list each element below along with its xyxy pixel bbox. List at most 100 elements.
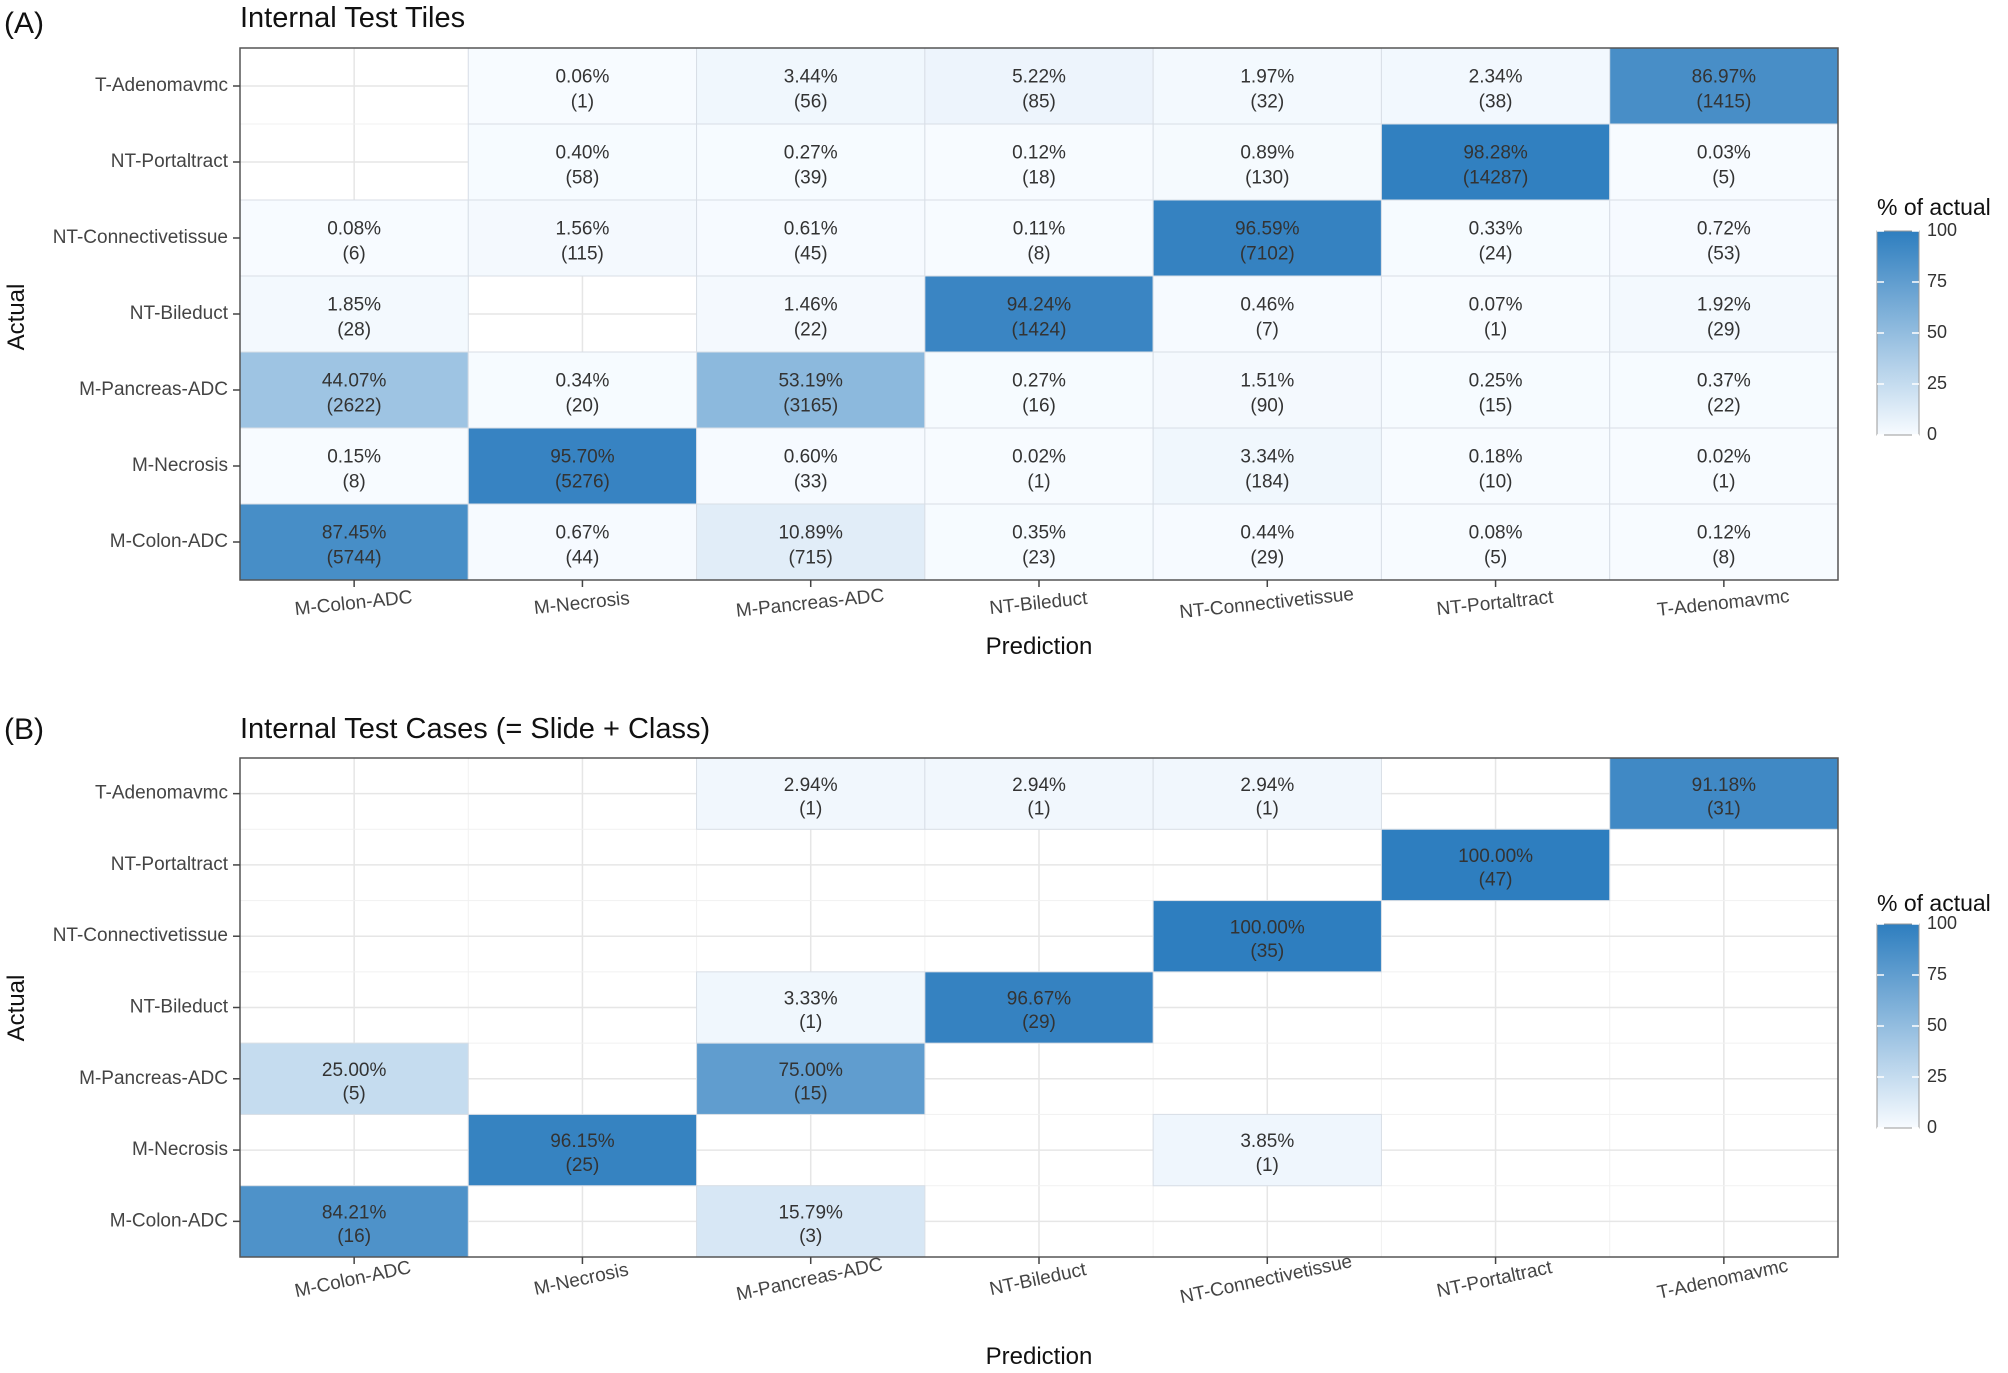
heatmap-cell xyxy=(1609,427,1839,505)
legend-tick-label: 75 xyxy=(1927,964,1947,984)
cell-percent-label: 0.67% xyxy=(555,523,609,544)
heatmap-cell xyxy=(696,971,926,1044)
cell-count-label: (29) xyxy=(1250,548,1284,569)
y-tick-label: M-Colon-ADC xyxy=(110,531,228,552)
cell-count-label: (14287) xyxy=(1463,168,1529,189)
cell-count-label: (5) xyxy=(343,1083,366,1104)
x-tick-label: T-Adenomavmc xyxy=(1655,1256,1790,1304)
panel-a-ylabel: Actual xyxy=(3,284,30,351)
y-tick-label: NT-Bileduct xyxy=(130,303,229,324)
cell-percent-label: 1.56% xyxy=(555,219,609,240)
cell-percent-label: 25.00% xyxy=(322,1060,387,1081)
cell-count-label: (8) xyxy=(1712,548,1735,569)
cell-percent-label: 44.07% xyxy=(322,371,387,392)
heatmap-cell xyxy=(1609,503,1839,581)
y-tick-label: T-Adenomavmc xyxy=(95,75,228,96)
cell-count-label: (44) xyxy=(566,548,600,569)
panel-a-title: Internal Test Tiles xyxy=(240,2,465,34)
cell-percent-label: 0.40% xyxy=(555,143,609,164)
heatmap-cell xyxy=(1609,123,1839,201)
panel-a-xlabel: Prediction xyxy=(986,633,1093,660)
x-tick-label: M-Colon-ADC xyxy=(293,1257,413,1302)
x-tick-label: NT-Connectivetissue xyxy=(1178,584,1355,623)
panel-b-label: (B) xyxy=(4,713,44,746)
cell-count-label: (35) xyxy=(1250,941,1284,962)
heatmap-cell xyxy=(239,275,469,353)
cell-count-label: (24) xyxy=(1479,244,1513,265)
heatmap-cell xyxy=(696,199,926,277)
cell-percent-label: 0.07% xyxy=(1469,295,1523,316)
cell-count-label: (1415) xyxy=(1696,92,1751,113)
cell-percent-label: 0.33% xyxy=(1469,219,1523,240)
cell-percent-label: 0.25% xyxy=(1469,371,1523,392)
x-tick-label: M-Necrosis xyxy=(532,1259,630,1300)
heatmap-cell xyxy=(696,47,926,125)
cell-percent-label: 0.18% xyxy=(1469,447,1523,468)
legend-tick-label: 0 xyxy=(1927,1117,1937,1137)
cell-count-label: (5) xyxy=(1484,548,1507,569)
y-tick-label: NT-Connectivetissue xyxy=(53,925,228,946)
cell-count-label: (33) xyxy=(794,472,828,493)
legend-tick-label: 50 xyxy=(1927,1015,1947,1035)
heatmap-cell xyxy=(1152,503,1382,581)
cell-count-label: (16) xyxy=(1022,396,1056,417)
cell-count-label: (130) xyxy=(1245,168,1289,189)
cell-count-label: (6) xyxy=(343,244,366,265)
cell-percent-label: 96.67% xyxy=(1007,989,1072,1010)
legend-tick-label: 50 xyxy=(1927,322,1947,342)
x-tick-label: NT-Portaltract xyxy=(1436,587,1555,620)
cell-count-label: (115) xyxy=(561,244,604,265)
cell-percent-label: 15.79% xyxy=(778,1203,843,1224)
heatmap-cell xyxy=(1380,275,1611,353)
heatmap-cell xyxy=(467,199,698,277)
cell-count-label: (22) xyxy=(794,320,828,341)
cell-count-label: (1) xyxy=(1712,472,1735,493)
heatmap-cell xyxy=(239,199,469,277)
heatmap-cell xyxy=(924,427,1154,505)
cell-percent-label: 100.00% xyxy=(1458,846,1533,867)
cell-count-label: (58) xyxy=(566,168,600,189)
heatmap-cell xyxy=(467,47,698,125)
panel-b-title: Internal Test Cases (= Slide + Class) xyxy=(240,713,710,745)
y-tick-label: NT-Bileduct xyxy=(130,997,229,1018)
cell-percent-label: 2.94% xyxy=(1240,775,1294,796)
panel-a-heatmap: 0.06% (1) 3.44% (56) 5.22% (85) 1.97% (32) 2.34%… xyxy=(53,47,1957,623)
cell-count-label: (29) xyxy=(1022,1012,1056,1033)
cell-count-label: (31) xyxy=(1707,798,1741,819)
cell-count-label: (10) xyxy=(1479,472,1513,493)
heatmap-cell xyxy=(696,503,926,581)
x-tick-label: M-Pancreas-ADC xyxy=(735,1254,885,1305)
cell-percent-label: 0.06% xyxy=(555,67,609,88)
heatmap-cell xyxy=(1152,275,1382,353)
cell-percent-label: 3.34% xyxy=(1240,447,1294,468)
cell-percent-label: 100.00% xyxy=(1230,917,1305,938)
cell-percent-label: 0.37% xyxy=(1697,371,1751,392)
heatmap-cell xyxy=(467,351,698,429)
cell-percent-label: 0.08% xyxy=(1469,523,1523,544)
heatmap-cell xyxy=(1152,1113,1382,1187)
heatmap-cell xyxy=(1380,503,1611,581)
y-tick-label: M-Necrosis xyxy=(132,1139,228,1160)
heatmap-cell xyxy=(924,971,1154,1044)
cell-count-label: (90) xyxy=(1250,396,1284,417)
heatmap-cell xyxy=(1152,757,1382,830)
cell-count-label: (5) xyxy=(1712,168,1735,189)
heatmap-cell xyxy=(924,199,1154,277)
y-tick-label: M-Pancreas-ADC xyxy=(79,1068,228,1089)
panel-b-legend-title: % of actual xyxy=(1877,890,1991,916)
legend-tick-label: 25 xyxy=(1927,373,1947,393)
heatmap-cell xyxy=(1380,427,1611,505)
cell-count-label: (32) xyxy=(1250,92,1284,113)
y-tick-label: T-Adenomavmc xyxy=(95,783,228,804)
x-tick-label: NT-Portaltract xyxy=(1435,1257,1555,1302)
cell-count-label: (56) xyxy=(794,92,828,113)
x-tick-label: T-Adenomavmc xyxy=(1656,586,1791,621)
cell-percent-label: 1.97% xyxy=(1240,67,1294,88)
heatmap-cell xyxy=(1380,199,1611,277)
x-tick-label: M-Necrosis xyxy=(533,588,631,619)
heatmap-cell xyxy=(1380,828,1611,902)
cell-count-label: (1424) xyxy=(1012,320,1067,341)
heatmap-cell xyxy=(696,351,926,429)
cell-percent-label: 0.15% xyxy=(327,447,381,468)
cell-count-label: (184) xyxy=(1245,472,1289,493)
